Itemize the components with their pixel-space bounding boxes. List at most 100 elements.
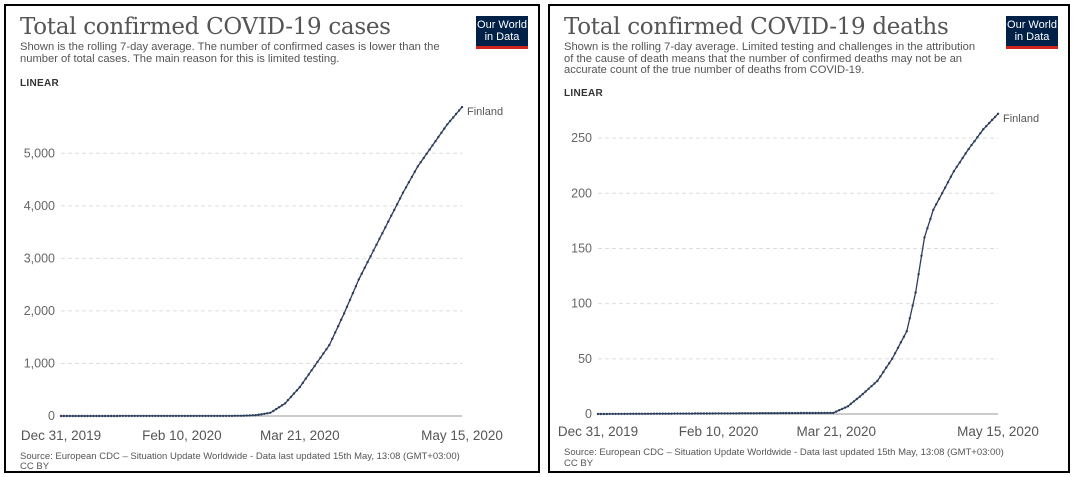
- data-point: [858, 395, 861, 398]
- data-point: [888, 362, 891, 365]
- chart-subtitle: Shown is the rolling 7-day average. Limi…: [564, 41, 976, 77]
- data-point: [95, 414, 98, 418]
- deaths-line-chart: 0 50 100 150 200 250 Dec 31, 2019 Feb 10, 2020 M…: [558, 112, 1039, 439]
- series-label-finland: Finland: [467, 106, 503, 118]
- data-point: [993, 115, 997, 119]
- data-point: [899, 341, 903, 344]
- data-point: [337, 325, 340, 328]
- data-point: [817, 411, 820, 415]
- data-point: [908, 317, 911, 320]
- owid-logo[interactable]: Our World in Data: [476, 16, 528, 49]
- data-point: [629, 412, 632, 415]
- data-point: [943, 186, 947, 189]
- data-point: [263, 412, 266, 415]
- x-tick-label: Dec 31, 2019: [21, 428, 101, 443]
- data-point: [59, 414, 63, 418]
- data-point: [905, 330, 908, 333]
- data-point: [802, 411, 806, 415]
- data-point: [623, 412, 626, 416]
- data-point: [434, 140, 437, 143]
- data-point: [236, 414, 240, 417]
- data-point: [109, 414, 113, 418]
- data-point: [280, 404, 284, 407]
- data-point: [923, 236, 926, 239]
- y-tick-label: 5,000: [24, 146, 55, 160]
- scale-toggle[interactable]: LINEAR: [20, 78, 60, 89]
- data-point: [711, 412, 714, 415]
- data-point: [935, 203, 938, 206]
- data-point: [767, 412, 770, 415]
- data-point: [295, 389, 299, 392]
- data-point: [404, 186, 408, 189]
- data-point: [104, 414, 107, 418]
- data-point: [893, 352, 897, 355]
- data-point: [325, 348, 328, 351]
- data-point: [882, 370, 885, 374]
- logo-text-line2: in Data: [1014, 31, 1050, 43]
- data-point: [174, 414, 178, 418]
- data-point: [115, 414, 119, 418]
- data-point: [820, 411, 823, 415]
- data-point: [107, 414, 110, 418]
- data-point: [257, 413, 260, 416]
- data-point: [890, 357, 894, 360]
- y-tick-label: 2,000: [24, 304, 55, 318]
- chart-title: Total confirmed COVID-19 cases: [20, 14, 391, 40]
- data-point: [732, 412, 735, 415]
- data-point: [437, 135, 440, 139]
- data-point: [83, 414, 86, 418]
- data-point: [720, 412, 723, 415]
- data-point: [124, 414, 128, 418]
- data-point: [186, 414, 189, 418]
- data-point: [192, 414, 195, 418]
- data-point: [761, 412, 764, 415]
- owid-logo[interactable]: Our World in Data: [1006, 16, 1058, 49]
- data-point: [275, 407, 278, 411]
- data-point: [62, 414, 66, 418]
- data-point: [395, 203, 399, 206]
- series-label-finland: Finland: [1003, 113, 1039, 125]
- data-point: [852, 400, 856, 403]
- data-point: [964, 152, 967, 155]
- data-point: [316, 360, 319, 364]
- data-point: [242, 414, 245, 417]
- data-point: [843, 406, 847, 409]
- scale-toggle[interactable]: LINEAR: [564, 88, 604, 99]
- data-point: [171, 414, 175, 418]
- data-point: [929, 217, 932, 221]
- data-point: [735, 412, 738, 415]
- data-point: [967, 147, 970, 151]
- y-tick-label: 150: [571, 241, 592, 255]
- data-point: [838, 409, 841, 412]
- data-point: [714, 412, 717, 415]
- data-point: [369, 255, 372, 258]
- data-point: [345, 305, 349, 308]
- data-point: [676, 412, 679, 415]
- data-point: [339, 318, 343, 321]
- data-point: [799, 411, 803, 415]
- data-point: [331, 337, 334, 340]
- data-point: [885, 366, 888, 369]
- data-point: [260, 413, 263, 416]
- data-point: [743, 412, 747, 415]
- data-point: [180, 414, 184, 418]
- data-point: [366, 260, 369, 264]
- data-point: [846, 405, 850, 408]
- data-point: [646, 412, 650, 415]
- data-point: [952, 170, 956, 173]
- data-point: [157, 414, 160, 418]
- data-point: [864, 390, 867, 393]
- data-point: [292, 392, 296, 395]
- data-point: [702, 412, 706, 415]
- data-point: [673, 412, 676, 415]
- data-point: [151, 414, 154, 418]
- data-point: [177, 414, 181, 418]
- data-point: [708, 412, 711, 415]
- data-point: [832, 411, 835, 415]
- data-point: [958, 161, 961, 164]
- data-point: [419, 161, 422, 164]
- data-point: [679, 412, 682, 415]
- data-point: [189, 414, 192, 418]
- data-point: [876, 379, 879, 383]
- data-point: [207, 414, 210, 418]
